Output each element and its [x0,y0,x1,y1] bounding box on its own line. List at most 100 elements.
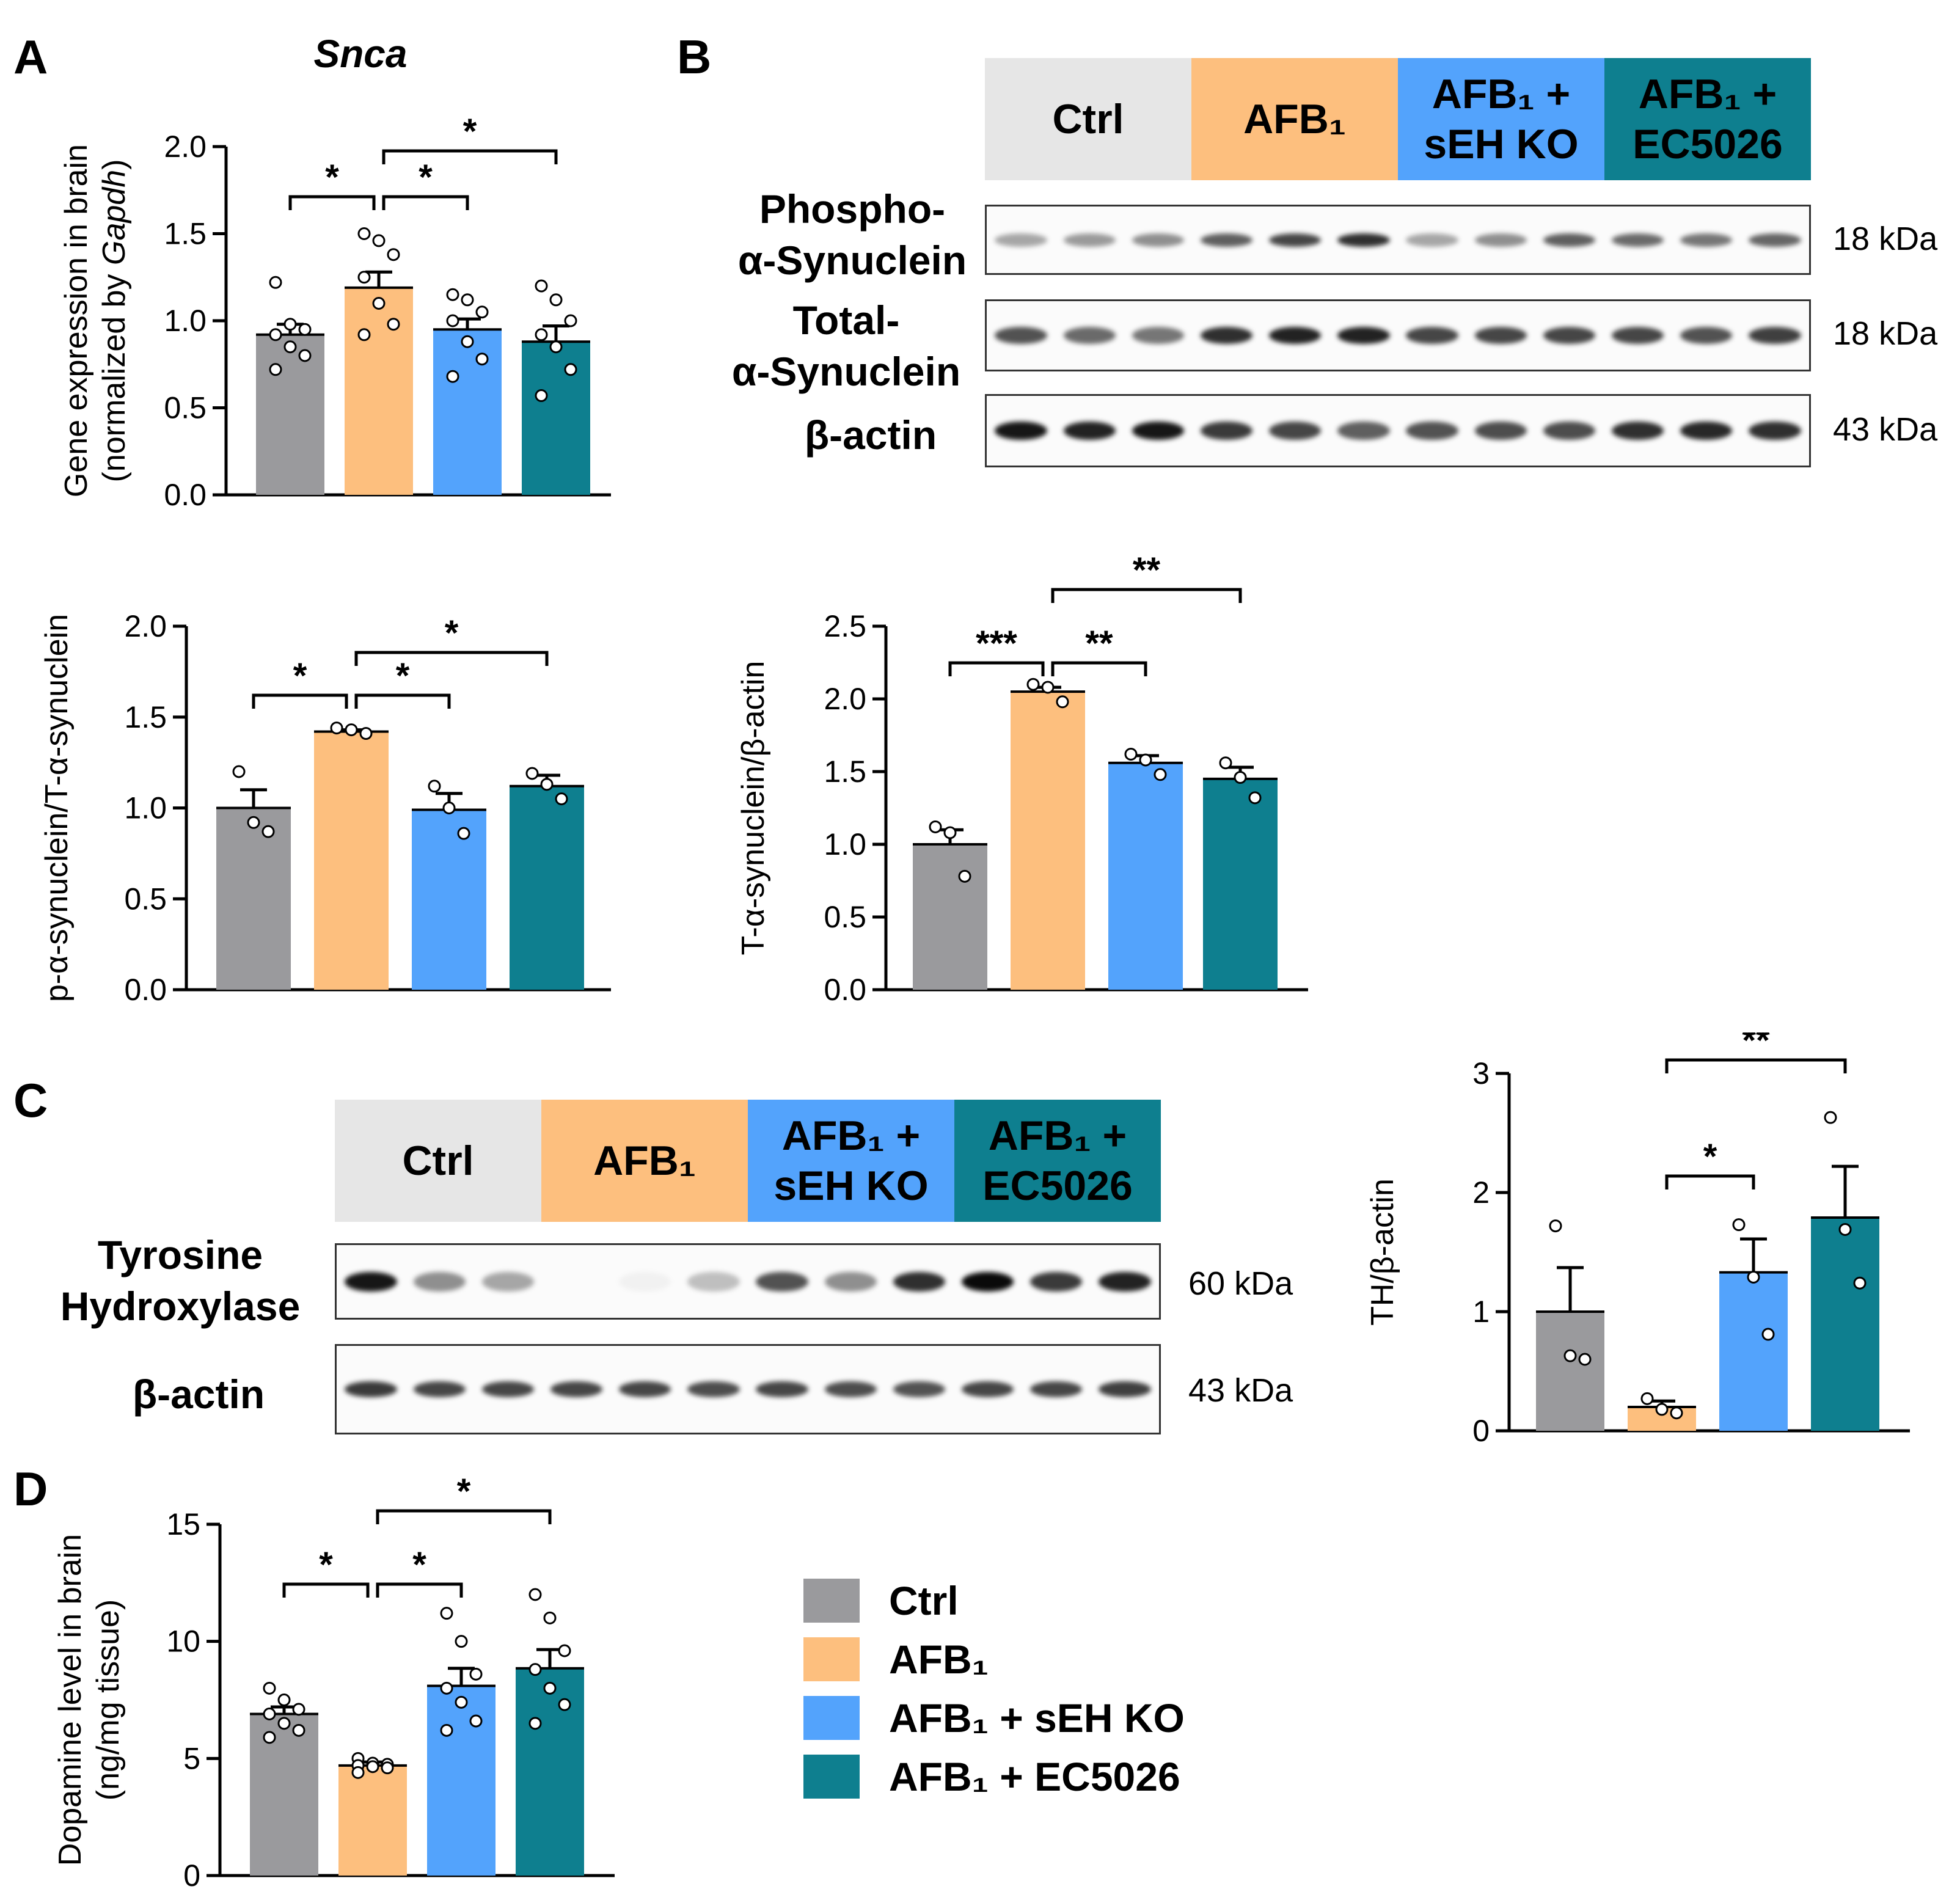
significance-bracket [382,195,469,210]
significance-label: ** [1133,550,1161,590]
data-point [292,1703,305,1716]
y-axis-label-rest: ) [97,159,132,170]
blot-band [1269,233,1322,247]
significance-bracket [948,661,1045,676]
data-point [1549,1219,1562,1233]
blot-b-row2-kda: 18 kDa [1833,315,1938,352]
data-point [446,370,459,383]
chart-snca-group: Snca 0.0 0.5 1.0 1.5 2.0 Gene expression in br… [59,32,611,512]
data-point [1747,1270,1760,1284]
data-point [1219,756,1232,770]
chart-snca: Snca 0.0 0.5 1.0 1.5 2.0 Gene expression in br… [59,32,611,512]
data-point [283,340,297,354]
lane-header-ctrl-b: Ctrl [985,58,1191,180]
data-point [277,1717,291,1730]
significance-label: * [396,656,410,696]
blot-band [995,233,1047,247]
bar-AFB₁ + EC5026 [510,786,584,990]
data-point [1154,768,1167,781]
legend-item-ctrl: Ctrl [803,1577,959,1624]
blot-c-row1-label: Tyrosine Hydroxylase [43,1229,318,1332]
blot-b-row2-label: Total- α-Synuclein [709,294,984,397]
significance-bracket [288,195,376,210]
chart-title: Snca [314,32,408,76]
blot-band [1611,422,1664,440]
data-point [549,340,563,354]
data-point [558,1644,571,1657]
blot-band [1406,327,1458,344]
blot-b-row1-label: Phospho- α-Synuclein [715,183,990,286]
data-point [1026,678,1040,691]
data-point [564,314,577,327]
y-tick-label: 1.5 [824,755,866,789]
panel-letter-a: A [13,30,48,84]
y-tick-label: 2.0 [824,682,866,716]
y-tick-label: 1.0 [824,827,866,861]
significance-label: * [463,112,477,152]
bar-Ctrl [913,844,987,990]
blot-band [1269,422,1322,440]
significance-bracket [354,651,549,666]
data-point [330,722,343,735]
bar-AFB₁ [314,731,389,990]
data-point [247,816,260,829]
blot-band [1337,422,1390,440]
blot-c-row1-label-line1: Tyrosine [97,1232,263,1277]
legend-item-seh: AFB₁ + sEH KO [803,1695,1185,1741]
data-point [469,1714,483,1728]
data-point [455,1695,468,1709]
blot-band [1132,422,1185,440]
significance-bracket [1665,1058,1847,1073]
data-point [283,318,297,331]
y-tick-label: 0.0 [164,478,207,512]
blot-band [345,1381,397,1397]
data-point [549,293,563,307]
data-point [269,328,282,342]
blot-band [1200,327,1253,344]
blot-c-row2-label-line1: β-actin [132,1372,265,1417]
data-point [469,1667,483,1681]
data-point [269,363,282,376]
data-point [1761,1328,1775,1341]
blot-band [1543,327,1596,344]
data-point [535,279,548,293]
data-point [1824,1111,1837,1124]
data-point [1853,1276,1867,1290]
significance-label: * [1703,1137,1717,1177]
y-tick-label: 0.5 [164,391,207,425]
y-axis-label: TH/β-actin [1365,1178,1400,1326]
data-point [298,349,312,362]
data-point [1563,1349,1577,1362]
bar-AFB₁ [338,1765,407,1876]
legend-label-ec: AFB₁ + EC5026 [889,1754,1180,1799]
data-point [528,1663,542,1676]
bar-AFB₁ + sEH KO [433,329,502,495]
legend-swatch-ec [803,1755,860,1799]
blot-band [1337,327,1390,344]
blot-b-total [985,299,1811,371]
y-axis-label: Gene expression in brain(normalized by G… [59,144,132,497]
significance-label: * [325,158,339,197]
y-tick-label: 0.5 [824,900,866,934]
data-point [381,1761,394,1775]
blot-band [995,422,1047,440]
data-point [261,825,275,838]
data-point [958,869,971,883]
significance-bracket [1665,1174,1755,1189]
y-axis-label: T-α-synuclein/β-actin [736,661,771,955]
blot-b-row3-label-line1: β-actin [804,412,937,458]
bar-AFB₁ + EC5026 [522,342,590,495]
y-tick-label: 0 [1472,1414,1490,1448]
data-point [372,234,386,247]
significance-bracket [252,693,348,709]
bar-AFB₁ + EC5026 [1203,778,1278,990]
data-point [1578,1353,1592,1366]
data-point [540,778,554,791]
blot-band [1200,233,1253,247]
data-point [387,248,400,261]
panel-letter-b: B [677,30,712,84]
y-axis-label-italic: Gapdh [97,170,132,265]
data-point [543,1611,557,1624]
data-point [1124,747,1138,761]
blot-band [961,1381,1014,1397]
